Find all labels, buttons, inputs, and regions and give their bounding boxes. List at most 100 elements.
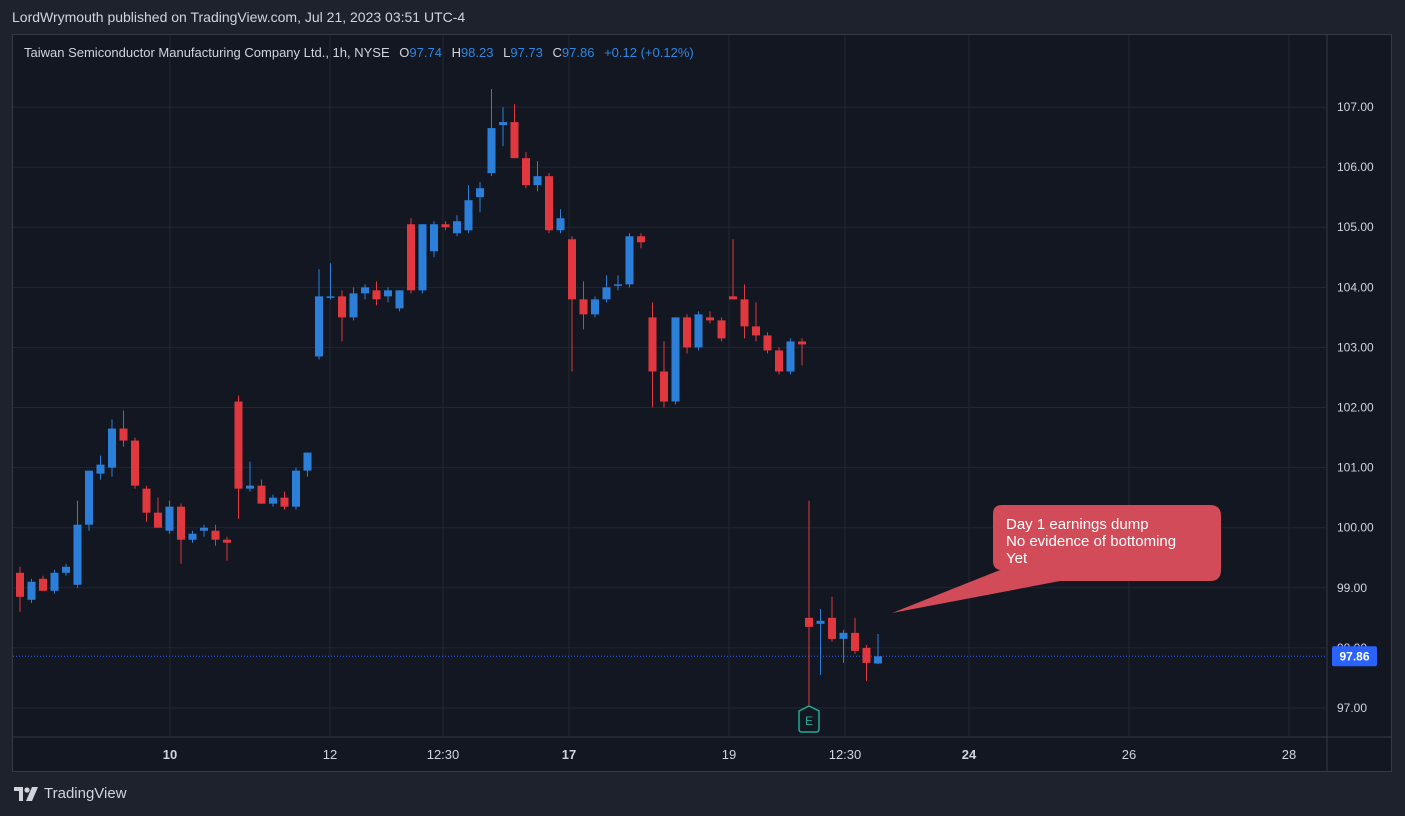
change-value: +0.12 (+0.12%) <box>604 45 694 60</box>
candle[interactable] <box>602 275 611 303</box>
candle[interactable] <box>142 485 151 522</box>
candle[interactable] <box>73 500 82 588</box>
candle[interactable] <box>464 185 473 234</box>
candle[interactable] <box>786 338 795 375</box>
candle-body <box>27 581 36 600</box>
candle[interactable] <box>828 596 836 642</box>
candle[interactable] <box>752 302 760 342</box>
candle[interactable] <box>211 524 220 546</box>
candle[interactable] <box>660 341 668 408</box>
candle[interactable] <box>556 209 565 234</box>
candle[interactable] <box>16 566 24 612</box>
candle[interactable] <box>223 536 231 561</box>
candle[interactable] <box>326 263 335 300</box>
candle[interactable] <box>108 419 116 477</box>
y-tick-label: 103.00 <box>1337 340 1374 354</box>
price-axis[interactable]: 97.0098.0099.00100.00101.00102.00103.001… <box>1337 100 1374 715</box>
candle[interactable] <box>614 275 622 291</box>
candle[interactable] <box>499 107 507 147</box>
annotation-callout[interactable] <box>892 505 1221 613</box>
candle[interactable] <box>545 173 553 234</box>
candle[interactable] <box>154 497 162 528</box>
candle[interactable] <box>706 311 714 324</box>
candle[interactable] <box>487 89 496 177</box>
candle-body <box>407 224 415 291</box>
earnings-icon <box>798 705 820 733</box>
candle[interactable] <box>407 218 415 294</box>
candle[interactable] <box>119 410 128 447</box>
candle[interactable] <box>96 455 105 480</box>
candle[interactable] <box>874 634 882 665</box>
candle[interactable] <box>839 629 848 663</box>
candle[interactable] <box>27 578 36 603</box>
candle[interactable] <box>85 470 93 531</box>
candle[interactable] <box>269 494 277 507</box>
candle[interactable] <box>740 284 749 339</box>
candle-body <box>862 647 871 663</box>
candle[interactable] <box>671 317 680 405</box>
candle[interactable] <box>257 479 266 504</box>
candle[interactable] <box>862 644 871 681</box>
candle[interactable] <box>568 236 576 372</box>
candle[interactable] <box>729 239 737 300</box>
close-label: C <box>552 45 562 60</box>
candle[interactable] <box>717 317 726 342</box>
candle-body <box>338 296 346 318</box>
candle[interactable] <box>349 287 358 321</box>
candle[interactable] <box>188 530 197 543</box>
tradingview-brand[interactable]: TradingView <box>14 785 127 802</box>
candle[interactable] <box>441 221 450 231</box>
candle[interactable] <box>131 437 139 489</box>
candle[interactable] <box>234 395 243 519</box>
candle[interactable] <box>430 221 438 258</box>
candle[interactable] <box>694 311 703 351</box>
candle-body <box>476 188 484 198</box>
candle[interactable] <box>648 302 657 408</box>
candle[interactable] <box>200 524 208 537</box>
candle[interactable] <box>177 503 185 564</box>
candle[interactable] <box>851 617 859 654</box>
candle[interactable] <box>39 575 47 591</box>
candle[interactable] <box>62 563 70 576</box>
candle[interactable] <box>763 332 772 354</box>
candle[interactable] <box>625 233 634 288</box>
candle[interactable] <box>805 500 813 705</box>
candle[interactable] <box>533 161 542 192</box>
x-tick-label: 10 <box>163 747 177 762</box>
candle-body <box>614 284 622 286</box>
candle[interactable] <box>775 347 783 375</box>
candle[interactable] <box>50 569 59 594</box>
high-value: 98.23 <box>460 45 494 60</box>
candle-body <box>499 122 507 126</box>
candle[interactable] <box>798 338 806 366</box>
candle[interactable] <box>816 608 825 675</box>
candle-body <box>453 221 461 234</box>
candle-body <box>246 485 254 489</box>
candle[interactable] <box>591 296 599 318</box>
candle[interactable] <box>315 269 323 360</box>
candle-body <box>579 299 588 315</box>
candle[interactable] <box>683 314 691 354</box>
candle[interactable] <box>637 233 645 249</box>
candle[interactable] <box>165 500 174 534</box>
candle[interactable] <box>476 182 484 213</box>
candle[interactable] <box>246 461 254 492</box>
candle[interactable] <box>280 491 289 510</box>
earnings-marker[interactable]: E <box>798 705 820 733</box>
candle[interactable] <box>418 224 427 294</box>
time-axis[interactable]: 10 12 12:30 17 19 12:30 24 26 28 <box>163 747 1296 762</box>
candle[interactable] <box>522 152 530 189</box>
candle-body <box>775 350 783 372</box>
candle[interactable] <box>338 290 346 342</box>
candle[interactable] <box>292 467 300 510</box>
candle[interactable] <box>395 290 404 312</box>
candle[interactable] <box>579 281 588 330</box>
candle[interactable] <box>384 287 392 303</box>
candle[interactable] <box>303 452 312 477</box>
candle-body <box>131 440 139 486</box>
candle[interactable] <box>372 281 381 306</box>
candle[interactable] <box>361 284 369 300</box>
candle[interactable] <box>453 215 461 237</box>
candle[interactable] <box>510 104 519 159</box>
